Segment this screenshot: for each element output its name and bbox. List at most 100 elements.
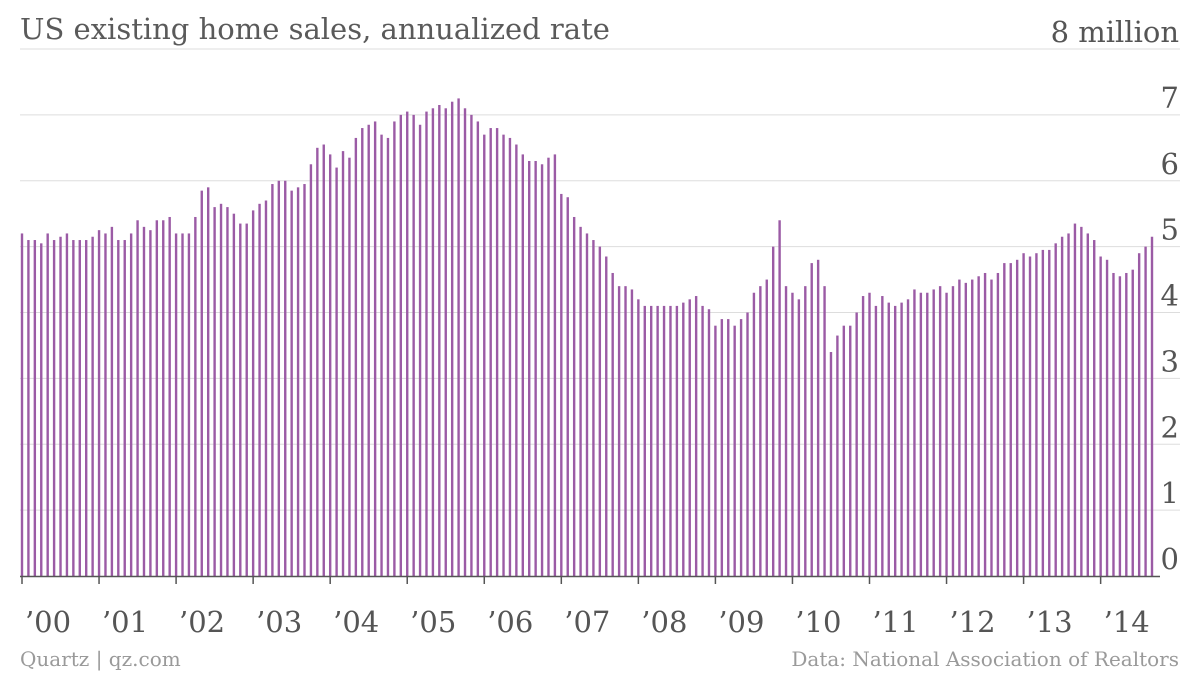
bar	[226, 207, 229, 576]
bar	[1060, 236, 1064, 577]
bar	[219, 203, 223, 576]
bar	[521, 154, 524, 576]
bar	[239, 223, 242, 576]
bar	[1048, 249, 1051, 577]
y-tick-label: 6	[1161, 147, 1179, 181]
bar	[945, 292, 948, 576]
bar	[258, 203, 261, 576]
x-tick-label: ’13	[1027, 605, 1073, 639]
bar	[91, 236, 94, 577]
y-tick-label: 2	[1161, 410, 1179, 444]
bar	[412, 114, 415, 577]
bar	[682, 302, 685, 576]
bar	[739, 319, 743, 576]
bar	[1003, 263, 1006, 576]
bar	[1093, 240, 1096, 577]
bar	[1028, 256, 1032, 576]
bar	[104, 233, 107, 576]
x-tick-label: ’08	[641, 605, 687, 639]
bar	[264, 200, 268, 576]
bar	[316, 147, 319, 576]
bar	[784, 286, 788, 576]
bar	[1054, 243, 1057, 576]
bar	[181, 233, 184, 576]
y-tick-label: 0	[1161, 542, 1179, 576]
bar	[540, 164, 544, 576]
bar	[438, 104, 441, 577]
bar	[187, 233, 191, 576]
bar	[1105, 259, 1109, 576]
bar	[868, 292, 871, 576]
bar	[1080, 226, 1083, 577]
bar	[59, 236, 62, 577]
bar	[489, 128, 492, 577]
credit-label: Quartz | qz.com	[20, 647, 181, 671]
bar	[251, 210, 255, 576]
bar	[495, 128, 499, 577]
bar	[129, 233, 133, 576]
bar	[1150, 236, 1154, 577]
bar	[958, 279, 961, 576]
bar	[277, 180, 281, 576]
chart-plot-area: 0 1 2 3 4 5 6 7 8 million ’00 ’01 ’02 ’03 ’04 ’05 ’06 ’0…	[20, 15, 1180, 639]
bar	[162, 220, 165, 576]
bar	[110, 226, 114, 577]
bar	[592, 240, 595, 577]
bar	[200, 190, 203, 576]
bar	[142, 226, 146, 577]
bar	[701, 305, 704, 576]
bar	[72, 240, 75, 577]
bar	[797, 299, 801, 576]
bar	[149, 230, 152, 576]
bar	[528, 160, 531, 577]
bar	[585, 233, 589, 576]
bar	[630, 289, 634, 576]
x-tick-label: ’11	[872, 605, 918, 639]
bar	[990, 279, 993, 576]
bar	[1099, 256, 1102, 576]
bar	[977, 276, 980, 576]
bar	[457, 98, 460, 576]
bar	[284, 180, 287, 576]
bar	[611, 272, 614, 576]
bar	[572, 216, 576, 577]
bar	[605, 256, 608, 576]
bar	[354, 137, 358, 576]
bar	[117, 240, 120, 577]
bar	[1067, 233, 1070, 576]
bar	[938, 286, 942, 576]
bar	[194, 216, 197, 577]
bar	[444, 108, 447, 576]
bar	[1022, 253, 1025, 576]
bar	[20, 233, 24, 576]
x-tick-label: ’04	[333, 605, 379, 639]
bar	[849, 325, 852, 576]
x-tick-label: ’05	[410, 605, 456, 639]
bar	[335, 167, 338, 576]
bar	[85, 240, 88, 577]
bar	[328, 154, 332, 576]
bar	[52, 240, 56, 577]
bar	[662, 305, 666, 576]
bar	[508, 137, 512, 576]
bar	[97, 230, 101, 576]
bar	[861, 296, 865, 576]
bar	[309, 164, 313, 576]
bar	[290, 190, 293, 576]
bar	[33, 240, 37, 577]
x-tick-label: ’07	[564, 605, 610, 639]
bar	[1131, 269, 1134, 576]
bar	[810, 263, 813, 576]
bar	[566, 197, 569, 576]
bar	[406, 111, 409, 576]
x-tick-label: ’12	[949, 605, 995, 639]
y-tick-label: 7	[1161, 81, 1179, 115]
bar	[1112, 272, 1115, 576]
bar	[1035, 253, 1038, 576]
bar	[637, 299, 640, 576]
bar	[887, 302, 890, 576]
bar	[450, 101, 454, 576]
bar	[386, 137, 390, 576]
bar	[971, 279, 974, 576]
x-tick-label: ’09	[718, 605, 764, 639]
